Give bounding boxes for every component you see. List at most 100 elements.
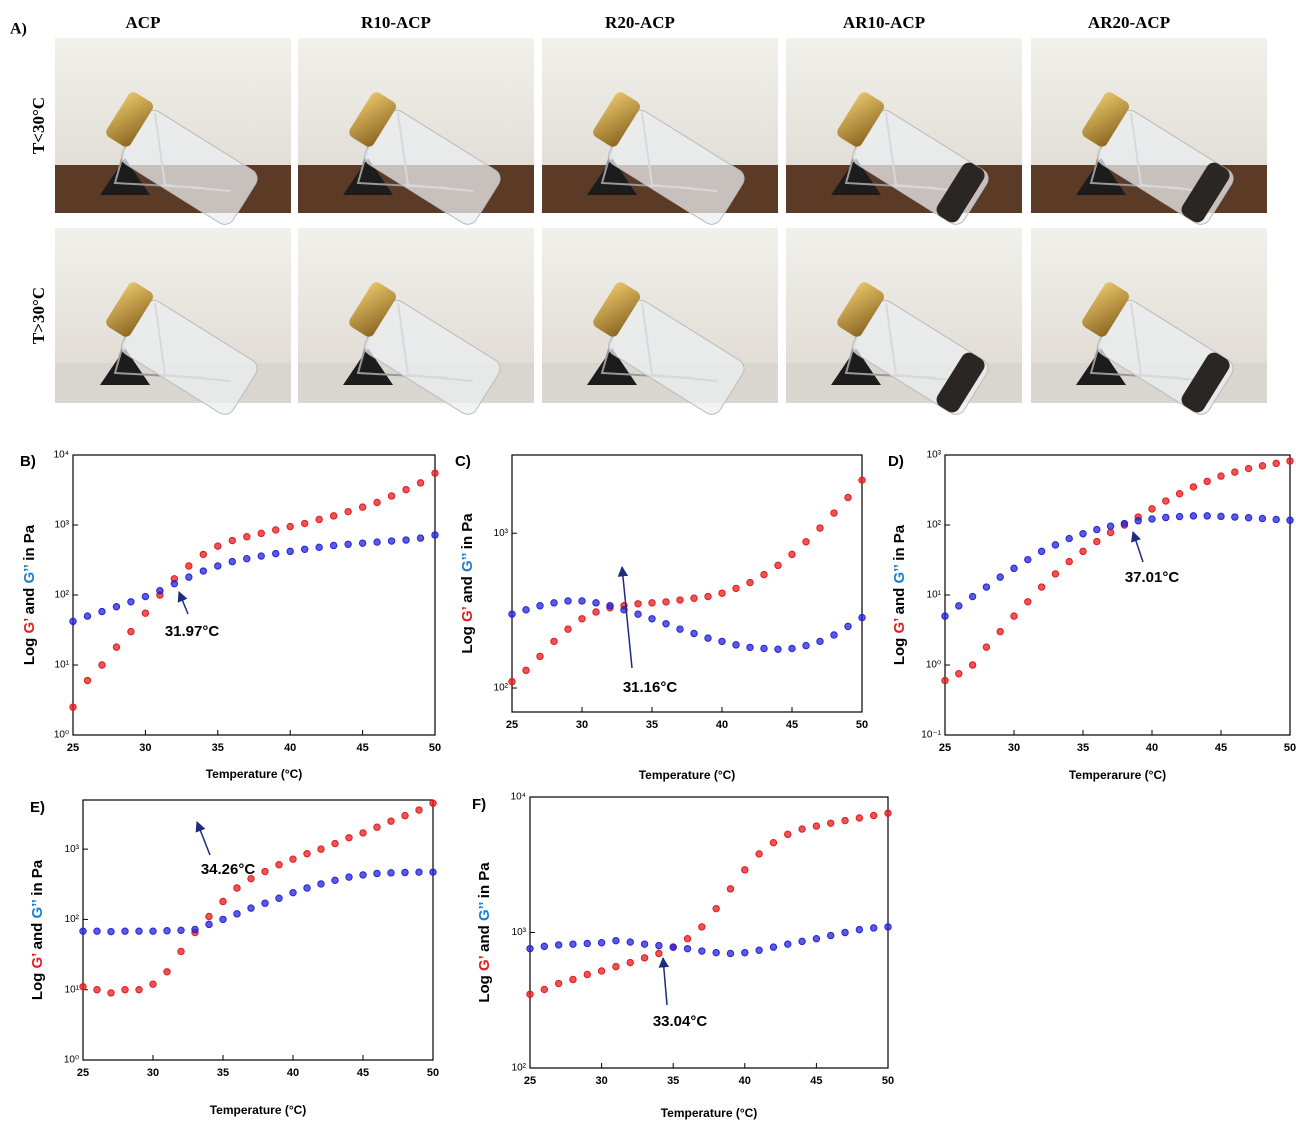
data-point bbox=[626, 958, 634, 967]
data-point bbox=[1286, 457, 1294, 465]
y-tick-label: 10⁰ bbox=[926, 660, 941, 671]
x-tick-label: 35 bbox=[212, 742, 224, 754]
x-tick-label: 35 bbox=[646, 719, 658, 731]
photo bbox=[786, 38, 1022, 225]
data-point bbox=[205, 912, 213, 921]
data-point bbox=[968, 592, 977, 601]
data-point bbox=[784, 830, 792, 839]
data-point bbox=[275, 894, 283, 902]
data-point bbox=[1231, 513, 1239, 521]
chart-panel-label: E) bbox=[30, 799, 45, 816]
vial-content bbox=[936, 352, 985, 413]
x-tick-label: 35 bbox=[217, 1067, 229, 1079]
data-point bbox=[732, 584, 740, 593]
vial-cap bbox=[349, 92, 396, 147]
data-point bbox=[233, 910, 241, 918]
data-point bbox=[554, 941, 563, 949]
y-axis-title: Log G’ and G’’ in Pa bbox=[891, 524, 908, 665]
data-point bbox=[387, 817, 395, 825]
x-tick-label: 35 bbox=[667, 1075, 679, 1087]
photo bbox=[298, 38, 534, 225]
data-point bbox=[261, 899, 269, 907]
annotation: 31.97°C bbox=[165, 623, 220, 640]
vial-content bbox=[1181, 352, 1230, 413]
data-point bbox=[612, 936, 620, 945]
data-point bbox=[219, 915, 227, 924]
data-point bbox=[827, 931, 835, 940]
y-tick-label: 10² bbox=[494, 683, 509, 694]
data-point bbox=[359, 829, 367, 837]
data-point bbox=[592, 599, 600, 607]
data-point bbox=[233, 884, 241, 892]
data-point bbox=[732, 641, 740, 649]
data-point bbox=[1203, 512, 1211, 520]
x-tick-label: 30 bbox=[595, 1075, 607, 1087]
data-point bbox=[416, 479, 425, 487]
data-point bbox=[387, 492, 396, 500]
y-axis-title-part: and bbox=[29, 918, 46, 953]
data-point bbox=[1162, 513, 1170, 522]
clip-stand bbox=[343, 158, 393, 195]
data-point bbox=[996, 627, 1004, 636]
data-point bbox=[149, 980, 157, 988]
data-point bbox=[329, 512, 338, 520]
data-point bbox=[228, 557, 236, 566]
y-axis-title-part: in Pa bbox=[21, 524, 38, 565]
data-point bbox=[387, 869, 395, 877]
data-point bbox=[597, 939, 606, 947]
annotation-arrow bbox=[617, 565, 633, 669]
data-point bbox=[526, 944, 534, 953]
data-point bbox=[300, 519, 309, 528]
y-tick-label: 10³ bbox=[512, 927, 527, 938]
data-point bbox=[798, 825, 806, 833]
chart-panel-label: F) bbox=[472, 796, 486, 813]
data-point bbox=[830, 509, 838, 517]
x-tick-label: 45 bbox=[357, 1067, 369, 1079]
y-axis-title-part: and bbox=[459, 572, 476, 607]
data-point bbox=[536, 652, 544, 661]
data-point bbox=[431, 531, 439, 539]
x-tick-label: 45 bbox=[1215, 742, 1227, 754]
data-point bbox=[1148, 515, 1156, 523]
data-point bbox=[387, 537, 396, 545]
clip-stand bbox=[587, 158, 637, 195]
x-axis-title: Temperature (°C) bbox=[639, 768, 736, 782]
data-point bbox=[1217, 512, 1225, 521]
data-point bbox=[648, 599, 656, 607]
data-point bbox=[669, 943, 677, 951]
data-point bbox=[726, 949, 735, 958]
y-axis-title-part: G’ bbox=[29, 953, 46, 969]
plot-frame bbox=[72, 454, 436, 736]
data-point bbox=[884, 809, 892, 817]
data-point bbox=[415, 806, 423, 814]
data-point bbox=[1148, 505, 1156, 513]
y-tick-label: 10³ bbox=[494, 528, 509, 539]
x-tick-label: 25 bbox=[939, 742, 951, 754]
data-point bbox=[982, 583, 991, 591]
x-tick-label: 50 bbox=[1284, 742, 1296, 754]
data-point bbox=[373, 498, 381, 507]
data-point bbox=[219, 897, 227, 906]
vial-cap bbox=[1082, 92, 1129, 147]
y-axis-title-part: G’’ bbox=[891, 564, 908, 583]
data-point bbox=[522, 666, 530, 675]
data-point bbox=[141, 609, 150, 617]
data-point bbox=[373, 538, 381, 546]
vial-cap bbox=[837, 282, 884, 337]
data-point bbox=[121, 927, 129, 935]
data-point bbox=[508, 610, 516, 618]
data-point bbox=[634, 600, 642, 608]
data-point bbox=[429, 868, 437, 876]
y-tick-label: 10¹ bbox=[65, 984, 80, 995]
vial-cap bbox=[349, 282, 396, 337]
data-point bbox=[1065, 557, 1073, 566]
y-axis-title-part: and bbox=[21, 583, 38, 618]
data-point bbox=[1286, 516, 1294, 524]
plot-frame bbox=[944, 454, 1291, 736]
data-point bbox=[812, 822, 821, 830]
data-point bbox=[996, 573, 1004, 581]
data-point bbox=[358, 539, 367, 547]
data-point bbox=[683, 944, 692, 953]
x-tick-label: 40 bbox=[1146, 742, 1158, 754]
y-tick-label: 10⁻¹ bbox=[921, 730, 941, 741]
